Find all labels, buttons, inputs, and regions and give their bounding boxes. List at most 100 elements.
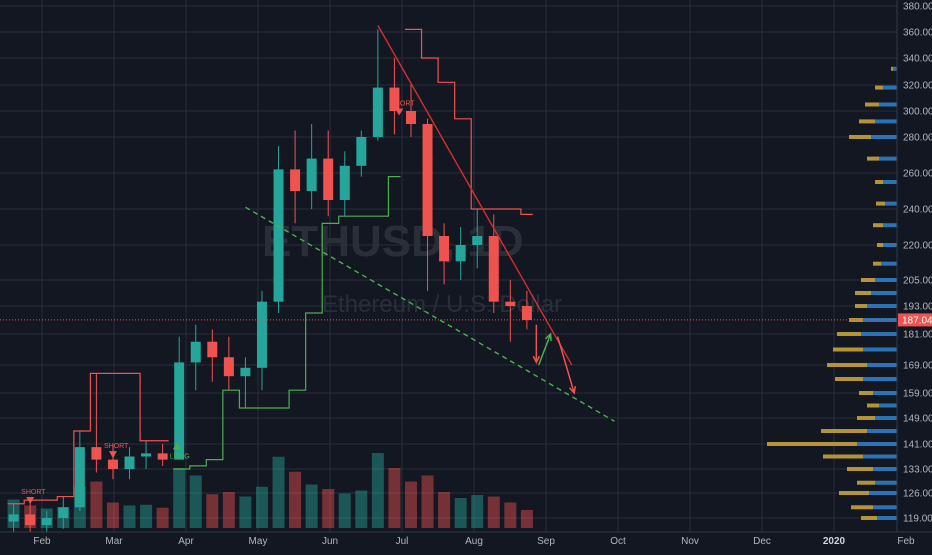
- price-tick-label: 149.00: [903, 414, 932, 425]
- volume-profile-sell-bar: [855, 291, 871, 295]
- volume-bar: [173, 468, 186, 528]
- projection-arrow-head: [544, 332, 552, 342]
- price-tick-label: 159.00: [903, 389, 932, 400]
- volume-bar: [487, 496, 500, 528]
- volume-profile-sell-bar: [849, 135, 871, 139]
- long-signal: LONG: [170, 442, 190, 460]
- volume-profile-buy-bar: [869, 491, 897, 495]
- price-tick-label: 320.00: [903, 81, 932, 92]
- candle-body: [488, 236, 499, 302]
- candle-body: [521, 306, 532, 320]
- time-tick-label: Feb: [33, 536, 51, 547]
- volume-profile-buy-bar: [879, 156, 897, 161]
- volume-profile-sell-bar: [823, 454, 863, 459]
- time-tick-label: Dec: [753, 536, 771, 547]
- volume-bar: [438, 492, 451, 528]
- volume-bar: [338, 493, 351, 528]
- short-signal: SHORT: [390, 101, 415, 116]
- volume-bar: [454, 498, 467, 528]
- price-axis[interactable]: 380.00 360.00 340.00 320.00 300.00 280.00 260.…: [896, 0, 932, 550]
- candle-body: [174, 362, 185, 460]
- volume-bar: [322, 489, 335, 528]
- short-signal: SHORT: [21, 489, 46, 504]
- volume-profile-sell-bar: [859, 391, 873, 395]
- trailing-stop-lines: [7, 28, 533, 505]
- short-arrow-icon: [395, 108, 404, 116]
- candle-body: [306, 158, 317, 191]
- projection-arrow-head: [532, 355, 541, 365]
- volume-profile-sell-bar: [851, 505, 873, 510]
- price-tick-label: 169.00: [903, 361, 932, 372]
- volume-profile-sell-bar: [847, 467, 873, 471]
- candle-body: [74, 447, 85, 508]
- candle-body: [8, 514, 19, 522]
- candle-body: [107, 459, 118, 469]
- candle-body: [339, 165, 350, 200]
- candle-body: [207, 341, 218, 358]
- price-tick-label: 360.00: [903, 28, 932, 39]
- volume-profile-buy-bar: [875, 278, 897, 282]
- volume-profile-buy-bar: [863, 347, 897, 352]
- volume-profile-buy-bar: [883, 180, 897, 184]
- volume-profile-sell-bar: [867, 156, 879, 161]
- price-axis-background: [897, 0, 932, 550]
- volume-profile-buy-bar: [879, 102, 897, 107]
- drawings: [245, 25, 615, 422]
- volume-profile-buy-bar: [879, 403, 897, 408]
- volume-profile-buy-bar: [883, 223, 897, 228]
- volume-bar: [371, 453, 384, 528]
- short-signal: SHORT: [104, 443, 129, 459]
- price-tick-label: 126.00: [903, 489, 932, 500]
- candle-body: [41, 518, 52, 526]
- price-tick-label: 181.00: [903, 330, 932, 341]
- price-tick-label: 300.00: [903, 107, 932, 118]
- candle-body: [190, 341, 201, 363]
- signal-label: LONG: [170, 453, 190, 460]
- candle-body: [422, 124, 433, 236]
- volume-bar: [289, 471, 302, 528]
- volume-bar: [404, 481, 417, 528]
- volume-profile-sell-bar: [855, 304, 867, 308]
- volume-profile-sell-bar: [857, 480, 875, 485]
- volume-bar: [305, 484, 318, 528]
- projection-arrow-line: [538, 333, 552, 366]
- candle-body: [124, 456, 135, 469]
- volume-bar: [239, 496, 252, 528]
- volume-profile-sell-bar: [875, 85, 883, 90]
- candle-body: [58, 507, 69, 518]
- candle-body: [455, 245, 466, 262]
- volume-profile-buy-bar: [861, 332, 897, 336]
- volume-profile-buy-bar: [871, 135, 897, 139]
- trailing-stop-short: [7, 372, 169, 505]
- volume-bar: [140, 504, 153, 528]
- volume-profile-buy-bar: [871, 291, 897, 295]
- signals: SHORT SHORT LONG SHORT: [21, 101, 415, 504]
- volume-profile-sell-bar: [875, 180, 883, 184]
- volume-profile-sell-bar: [891, 66, 893, 71]
- price-tick-label: 340.00: [903, 54, 932, 65]
- volume-profile-buy-bar: [863, 454, 897, 459]
- candle-body: [91, 447, 102, 460]
- volume-bars: [7, 453, 533, 528]
- price-tick-label: 205.00: [903, 276, 932, 287]
- volume-bar: [222, 492, 235, 528]
- volume-profile-buy-bar: [857, 442, 897, 446]
- time-axis-background: [0, 532, 932, 550]
- price-tick-label: 193.00: [903, 302, 932, 313]
- price-tick-label: 119.00: [903, 514, 932, 525]
- volume-profile-sell-bar: [861, 278, 875, 282]
- time-tick-label: Apr: [178, 536, 194, 547]
- volume-bar: [355, 490, 368, 528]
- price-tick-label: 280.00: [903, 133, 932, 144]
- time-axis[interactable]: Feb Mar Apr May Jun Jul Aug Sep Oct Nov Dec 2020 Feb: [0, 531, 932, 550]
- volume-profile-buy-bar: [875, 416, 897, 420]
- volume-profile-sell-bar: [873, 223, 883, 228]
- volume-profile-sell-bar: [861, 516, 877, 520]
- volume-profile-buy-bar: [873, 505, 897, 510]
- volume-profile-sell-bar: [867, 403, 879, 408]
- volume-profile-buy-bar: [875, 119, 897, 124]
- short-arrow-icon: [26, 497, 35, 504]
